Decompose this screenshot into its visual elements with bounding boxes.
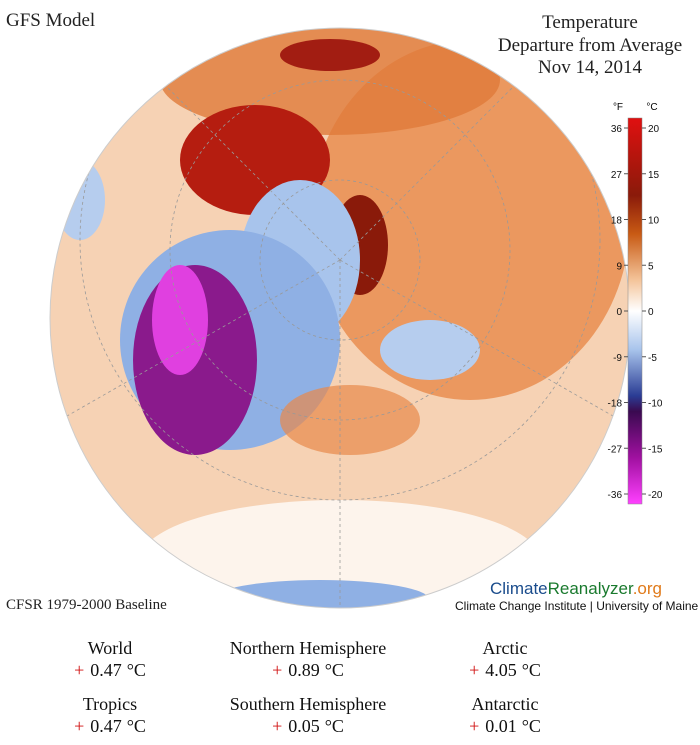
region-value: +4.05 °C bbox=[469, 660, 541, 680]
region-name: World bbox=[88, 638, 133, 658]
region-name: Tropics bbox=[83, 694, 137, 714]
value: 0.47 bbox=[90, 716, 122, 736]
f-tick-label: -36 bbox=[608, 490, 623, 501]
unit: °C bbox=[325, 660, 344, 680]
f-tick-label: -9 bbox=[613, 353, 622, 364]
region-name: Northern Hemisphere bbox=[230, 638, 386, 658]
title: Temperature bbox=[542, 12, 638, 33]
unit-label: °C bbox=[646, 102, 657, 113]
sign: + bbox=[469, 660, 479, 680]
region-value: +0.47 °C bbox=[74, 716, 146, 736]
f-tick-label: -18 bbox=[608, 399, 623, 410]
c-tick-label: 5 bbox=[648, 261, 654, 272]
sign: + bbox=[272, 660, 282, 680]
unit: °C bbox=[522, 660, 541, 680]
brand-part: Reanalyzer bbox=[548, 579, 634, 598]
region-value: +0.47 °C bbox=[74, 660, 146, 680]
brand-part: Climate bbox=[490, 579, 548, 598]
brand-part: .org bbox=[633, 579, 662, 598]
sign: + bbox=[74, 660, 84, 680]
region-value: +0.01 °C bbox=[469, 716, 541, 736]
region-value: +0.89 °C bbox=[272, 660, 344, 680]
value: 0.05 bbox=[288, 716, 320, 736]
unit: °C bbox=[127, 660, 146, 680]
unit: °C bbox=[325, 716, 344, 736]
sign: + bbox=[272, 716, 282, 736]
value: 0.89 bbox=[288, 660, 320, 680]
region-name: Arctic bbox=[483, 638, 528, 658]
globe-map bbox=[50, 28, 630, 608]
f-tick-label: 18 bbox=[611, 216, 623, 227]
title: Departure from Average bbox=[498, 35, 682, 56]
c-tick-label: 0 bbox=[648, 307, 654, 318]
unit: °C bbox=[127, 716, 146, 736]
region-name: Southern Hemisphere bbox=[230, 694, 386, 714]
title: Nov 14, 2014 bbox=[538, 57, 642, 78]
brand: ClimateReanalyzer.org bbox=[490, 579, 662, 598]
f-tick-label: 27 bbox=[611, 170, 623, 181]
f-tick-label: 0 bbox=[616, 307, 622, 318]
value: 4.05 bbox=[485, 660, 517, 680]
c-tick-label: 20 bbox=[648, 124, 660, 135]
c-tick-label: -20 bbox=[648, 490, 663, 501]
institute: Climate Change Institute | University of… bbox=[455, 599, 699, 613]
unit: °C bbox=[522, 716, 541, 736]
f-tick-label: 36 bbox=[611, 124, 623, 135]
f-tick-label: -27 bbox=[608, 444, 623, 455]
model-label: GFS Model bbox=[6, 10, 95, 31]
value: 0.01 bbox=[485, 716, 517, 736]
unit-label: °F bbox=[613, 102, 623, 113]
baseline: CFSR 1979-2000 Baseline bbox=[6, 597, 167, 613]
sign: + bbox=[469, 716, 479, 736]
f-tick-label: 9 bbox=[616, 261, 622, 272]
region-name: Antarctic bbox=[472, 694, 539, 714]
color-bar bbox=[627, 117, 643, 505]
c-tick-label: -5 bbox=[648, 353, 657, 364]
region-value: +0.05 °C bbox=[272, 716, 344, 736]
c-tick-label: 15 bbox=[648, 170, 660, 181]
c-tick-label: -10 bbox=[648, 399, 663, 410]
value: 0.47 bbox=[90, 660, 122, 680]
c-tick-label: -15 bbox=[648, 444, 663, 455]
c-tick-label: 10 bbox=[648, 216, 660, 227]
sign: + bbox=[74, 716, 84, 736]
